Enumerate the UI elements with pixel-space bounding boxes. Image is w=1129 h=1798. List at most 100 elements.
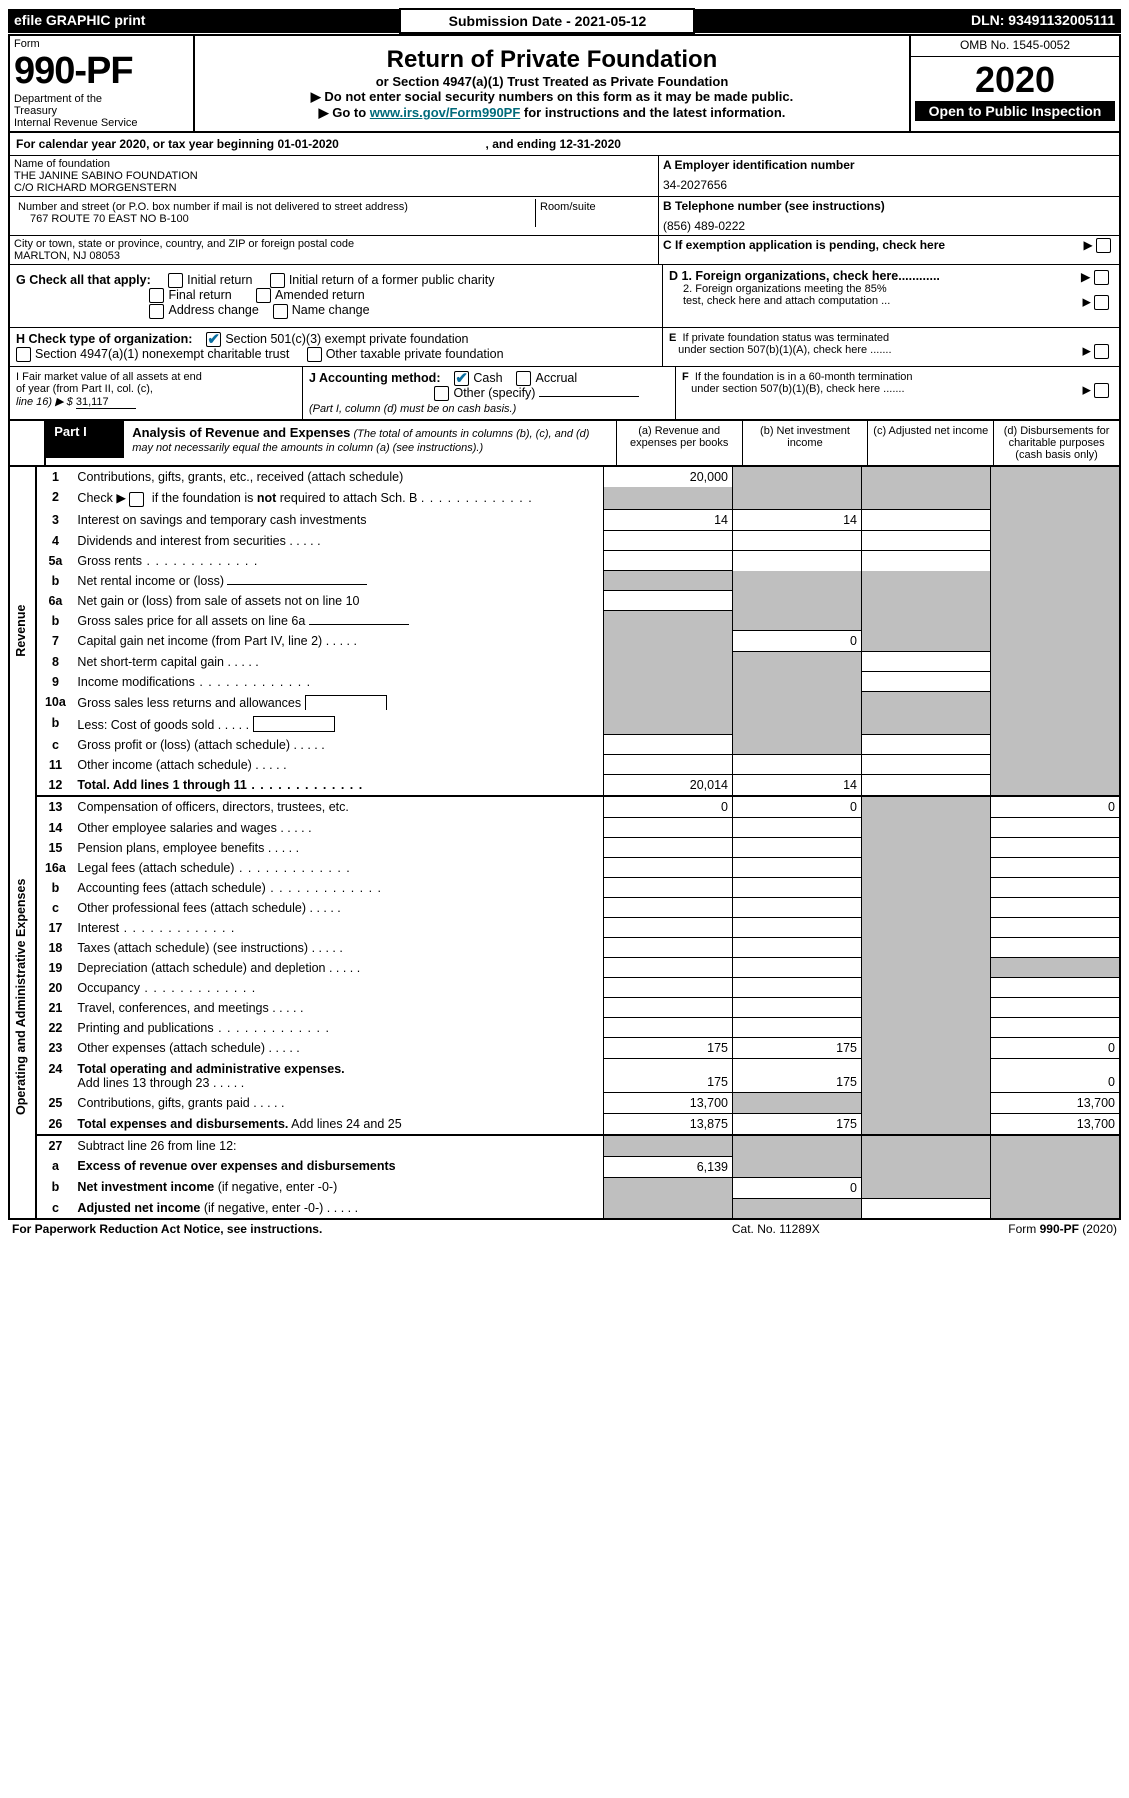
line-16b: Accounting fees (attach schedule)	[73, 878, 603, 898]
line-27b: Net investment income (if negative, ente…	[73, 1177, 603, 1198]
form-header: Form 990-PF Department of the Treasury I…	[8, 34, 1121, 133]
city-label: City or town, state or province, country…	[14, 238, 654, 250]
c-pending: C If exemption application is pending, c…	[663, 238, 945, 252]
line-11: Other income (attach schedule)	[73, 755, 603, 775]
v-24d: 0	[991, 1059, 1121, 1093]
v-7b: 0	[733, 631, 862, 652]
h-4947-checkbox[interactable]	[16, 347, 31, 362]
v-24b: 175	[733, 1059, 862, 1093]
line-27: Subtract line 26 from line 12:	[73, 1135, 603, 1156]
cat-no: Cat. No. 11289X	[675, 1220, 876, 1238]
g-address-checkbox[interactable]	[149, 304, 164, 319]
line-14: Other employee salaries and wages	[73, 818, 603, 838]
section-i-j-f: I Fair market value of all assets at end…	[8, 367, 1121, 421]
e-checkbox[interactable]	[1094, 344, 1109, 359]
g-label: G Check all that apply:	[16, 273, 151, 287]
ein-label: A Employer identification number	[663, 158, 1115, 172]
line-4: Dividends and interest from securities	[73, 531, 603, 551]
line-24: Total operating and administrative expen…	[73, 1059, 603, 1093]
line-18: Taxes (attach schedule) (see instruction…	[73, 938, 603, 958]
g-initial-checkbox[interactable]	[168, 273, 183, 288]
l2-checkbox[interactable]	[129, 492, 144, 507]
line-13: Compensation of officers, directors, tru…	[73, 796, 603, 818]
h-label: H Check type of organization:	[16, 332, 192, 346]
calendar-row: For calendar year 2020, or tax year begi…	[8, 133, 1121, 156]
dln: DLN: 93491132005111	[694, 9, 1121, 33]
room-label: Room/suite	[540, 201, 650, 213]
line-8: Net short-term capital gain	[73, 652, 603, 672]
line-2: Check ▶ if the foundation is not require…	[73, 487, 603, 509]
h-501-checkbox[interactable]	[206, 332, 221, 347]
line-15: Pension plans, employee benefits	[73, 838, 603, 858]
i-label-1: I Fair market value of all assets at end	[16, 371, 296, 383]
v-13b: 0	[733, 796, 862, 818]
dept-1: Department of the	[14, 93, 189, 105]
line-27c: Adjusted net income (if negative, enter …	[73, 1198, 603, 1219]
open-to-public: Open to Public Inspection	[915, 101, 1115, 121]
foundation-name-1: THE JANINE SABINO FOUNDATION	[14, 170, 654, 182]
phone-value: (856) 489-0222	[663, 213, 1115, 233]
v-12a: 20,014	[604, 775, 733, 796]
line-6a: Net gain or (loss) from sale of assets n…	[73, 591, 603, 611]
form-subtitle-1: or Section 4947(a)(1) Trust Treated as P…	[199, 74, 905, 89]
addr-label: Number and street (or P.O. box number if…	[18, 201, 531, 213]
g-final-checkbox[interactable]	[149, 288, 164, 303]
top-bar: efile GRAPHIC print Submission Date - 20…	[8, 8, 1121, 34]
form-subtitle-3: ▶ Go to www.irs.gov/Form990PF for instru…	[199, 105, 905, 121]
v-12b: 14	[733, 775, 862, 796]
e-text-2: under section 507(b)(1)(A), check here .…	[678, 344, 891, 356]
v-3a: 14	[604, 510, 733, 531]
g-amended-checkbox[interactable]	[256, 288, 271, 303]
c-checkbox[interactable]	[1096, 238, 1111, 253]
part-i-grid: Revenue 1 Contributions, gifts, grants, …	[8, 465, 1121, 1220]
f-checkbox[interactable]	[1094, 383, 1109, 398]
tax-year: 2020	[915, 59, 1115, 101]
efile-label: efile GRAPHIC print	[8, 9, 400, 33]
h-other-checkbox[interactable]	[307, 347, 322, 362]
v-26d: 13,700	[991, 1114, 1121, 1136]
d2-checkbox[interactable]	[1094, 295, 1109, 310]
v-26a: 13,875	[604, 1114, 733, 1136]
section-g-d: G Check all that apply: Initial return I…	[8, 265, 1121, 328]
line-27a: Excess of revenue over expenses and disb…	[73, 1156, 603, 1177]
line-9: Income modifications	[73, 672, 603, 692]
line-1: Contributions, gifts, grants, etc., rece…	[73, 466, 603, 487]
line-16c: Other professional fees (attach schedule…	[73, 898, 603, 918]
g-name-checkbox[interactable]	[273, 304, 288, 319]
phone-label: B Telephone number (see instructions)	[663, 199, 1115, 213]
form-footer: Form 990-PF (2020)	[876, 1220, 1121, 1238]
g-initial-former-checkbox[interactable]	[270, 273, 285, 288]
j-cash-checkbox[interactable]	[454, 371, 469, 386]
f-text-1: If the foundation is in a 60-month termi…	[695, 371, 913, 383]
v-23b: 175	[733, 1038, 862, 1059]
name-label: Name of foundation	[14, 158, 654, 170]
v-13a: 0	[604, 796, 733, 818]
line-10b: Less: Cost of goods sold	[73, 713, 603, 735]
d1-checkbox[interactable]	[1094, 270, 1109, 285]
line-5a: Gross rents	[73, 551, 603, 571]
line-10a: Gross sales less returns and allowances	[73, 692, 603, 713]
line-22: Printing and publications	[73, 1018, 603, 1038]
line-12: Total. Add lines 1 through 11	[73, 775, 603, 796]
col-c-header: (c) Adjusted net income	[868, 421, 994, 465]
v-25a: 13,700	[604, 1093, 733, 1114]
line-25: Contributions, gifts, grants paid	[73, 1093, 603, 1114]
irs-link[interactable]: www.irs.gov/Form990PF	[370, 105, 521, 120]
col-b-header: (b) Net investment income	[742, 421, 868, 465]
j-label: J Accounting method:	[309, 371, 440, 385]
part-title: Analysis of Revenue and Expenses	[132, 425, 350, 440]
col-a-header: (a) Revenue and expenses per books	[616, 421, 742, 465]
part-i-header: Part I Analysis of Revenue and Expenses …	[8, 421, 1121, 465]
v-23a: 175	[604, 1038, 733, 1059]
j-other-checkbox[interactable]	[434, 386, 449, 401]
line-5b: Net rental income or (loss)	[73, 571, 603, 591]
side-revenue: Revenue	[9, 466, 36, 796]
j-accrual-checkbox[interactable]	[516, 371, 531, 386]
d1-label: D 1. Foreign organizations, check here..…	[669, 269, 940, 283]
form-label: Form	[14, 38, 189, 50]
entity-info: Name of foundation THE JANINE SABINO FOU…	[8, 156, 1121, 265]
efile-text: efile GRAPHIC print	[14, 12, 145, 28]
e-text-1: If private foundation status was termina…	[682, 332, 889, 344]
v-25d: 13,700	[991, 1093, 1121, 1114]
line-19: Depreciation (attach schedule) and deple…	[73, 958, 603, 978]
